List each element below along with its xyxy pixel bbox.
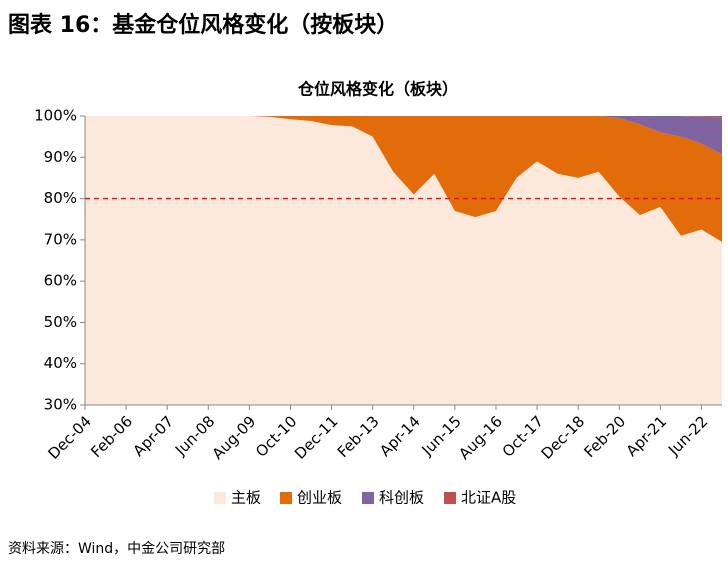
x-tick-label: Feb-13 xyxy=(334,412,383,461)
x-tick-label: Jun-22 xyxy=(664,412,711,459)
area xyxy=(85,116,722,242)
x-tick-label: Apr-07 xyxy=(129,412,177,460)
y-tick-label: 40% xyxy=(44,354,77,372)
area xyxy=(85,116,722,405)
x-tick-label: Aug-16 xyxy=(455,412,506,463)
x-tick-label: Feb-20 xyxy=(580,412,629,461)
legend-label: 北证A股 xyxy=(461,489,516,507)
y-tick-label: 80% xyxy=(44,189,77,207)
x-tick-label: Dec-04 xyxy=(44,412,95,463)
y-tick-label: 100% xyxy=(34,107,77,125)
header: 图表 16：基金仓位风格变化（按板块） xyxy=(8,12,398,38)
x-tick-label: Feb-06 xyxy=(87,412,136,461)
area xyxy=(85,116,722,155)
x-tick-label: Dec-11 xyxy=(291,412,342,463)
y-tick-label: 30% xyxy=(44,396,77,414)
y-tick-label: 50% xyxy=(44,313,77,331)
y-tick-label: 60% xyxy=(44,272,77,290)
legend-swatch xyxy=(280,492,292,504)
legend-swatch xyxy=(214,492,226,504)
y-tick-label: 90% xyxy=(44,148,77,166)
y-tick-label: 70% xyxy=(44,230,77,248)
x-tick-label: Apr-21 xyxy=(623,412,671,460)
source: 资料来源：Wind，中金公司研究部 xyxy=(8,541,225,557)
legend-label: 科创板 xyxy=(379,489,424,507)
legend-swatch xyxy=(362,492,374,504)
legend-label: 创业板 xyxy=(297,489,342,507)
x-tick-label: Apr-14 xyxy=(376,412,424,460)
x-tick-label: Aug-09 xyxy=(209,412,260,463)
legend-label: 主板 xyxy=(231,489,261,507)
chart-title: 仓位风格变化（板块） xyxy=(297,80,458,99)
legend-swatch xyxy=(444,492,456,504)
x-tick-label: Dec-18 xyxy=(538,412,589,463)
